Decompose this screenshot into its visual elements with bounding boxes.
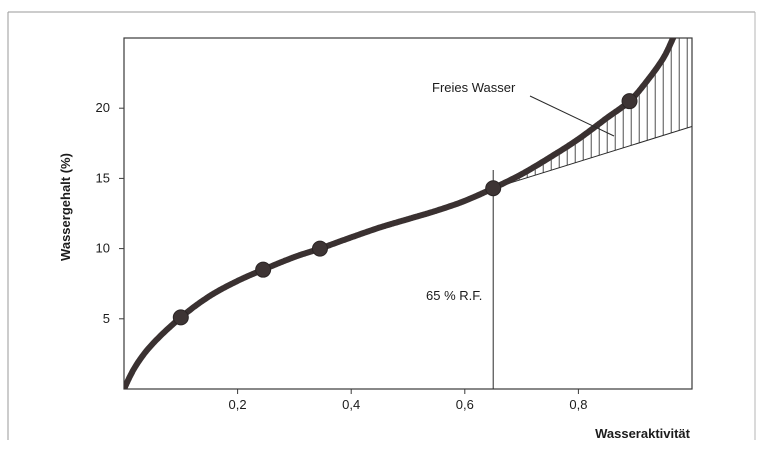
y-tick-label: 5 (103, 311, 110, 326)
sorption-curve (124, 38, 677, 389)
y-tick-label: 10 (96, 241, 110, 256)
x-tick-label: 0,4 (342, 397, 360, 412)
data-point (255, 261, 272, 278)
data-point (621, 93, 638, 110)
y-axis-label: Wassergehalt (%) (58, 153, 73, 261)
x-tick-label: 0,6 (456, 397, 474, 412)
y-tick-label: 15 (96, 170, 110, 185)
y-axis-ticks: 5 10 15 20 (96, 100, 124, 326)
data-point (311, 240, 328, 257)
data-point (485, 180, 502, 197)
x-tick-label: 0,2 (229, 397, 247, 412)
plot-area (123, 37, 693, 390)
series-line (124, 38, 677, 389)
annotation-65-rf: 65 % R.F. (426, 288, 482, 303)
reference-lines (492, 125, 692, 389)
data-markers (172, 93, 638, 326)
annotation-free-water: Freies Wasser (432, 80, 516, 95)
annotation-leader (529, 95, 615, 137)
tangent-line (493, 125, 692, 189)
x-axis-label: Wasseraktivität (595, 426, 691, 441)
y-tick-label: 20 (96, 100, 110, 115)
data-point (172, 309, 189, 326)
x-axis-ticks: 0,2 0,4 0,6 0,8 (229, 389, 587, 412)
x-tick-label: 0,8 (569, 397, 587, 412)
